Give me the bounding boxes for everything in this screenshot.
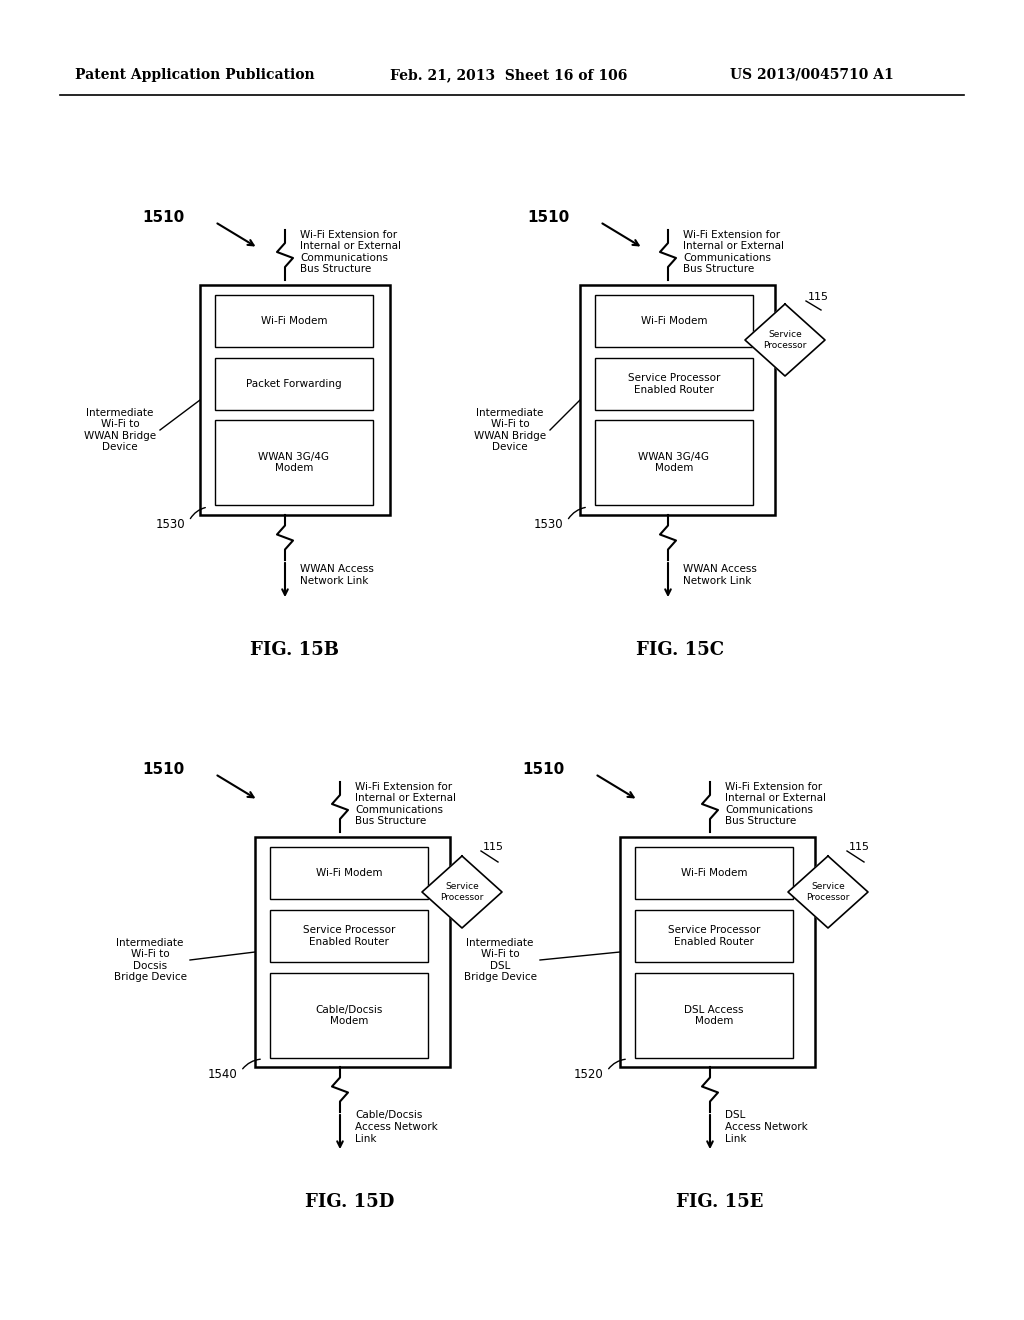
Text: Packet Forwarding: Packet Forwarding: [246, 379, 342, 389]
Text: Wi-Fi Modem: Wi-Fi Modem: [681, 869, 748, 878]
Bar: [595, 420, 753, 506]
Text: WWAN 3G/4G
Modem: WWAN 3G/4G Modem: [639, 451, 710, 474]
Text: WWAN 3G/4G
Modem: WWAN 3G/4G Modem: [258, 451, 330, 474]
Bar: [270, 973, 428, 1059]
Bar: [270, 847, 428, 899]
Text: FIG. 15D: FIG. 15D: [305, 1193, 394, 1210]
Text: 1510: 1510: [522, 763, 565, 777]
Text: Service Processor
Enabled Router: Service Processor Enabled Router: [303, 925, 395, 946]
Text: Cable/Docsis
Modem: Cable/Docsis Modem: [315, 1005, 383, 1027]
Text: FIG. 15B: FIG. 15B: [251, 642, 340, 659]
Text: Service Processor
Enabled Router: Service Processor Enabled Router: [628, 374, 720, 395]
Text: Service
Processor: Service Processor: [806, 882, 850, 902]
Text: Intermediate
Wi-Fi to
DSL
Bridge Device: Intermediate Wi-Fi to DSL Bridge Device: [464, 937, 537, 982]
Text: Intermediate
Wi-Fi to
Docsis
Bridge Device: Intermediate Wi-Fi to Docsis Bridge Devi…: [114, 937, 186, 982]
Text: Wi-Fi Modem: Wi-Fi Modem: [261, 315, 328, 326]
Bar: [635, 847, 793, 899]
Text: DSL Access
Modem: DSL Access Modem: [684, 1005, 743, 1027]
Text: Cable/Docsis
Access Network
Link: Cable/Docsis Access Network Link: [355, 1110, 437, 1143]
Bar: [580, 285, 775, 515]
Text: 1520: 1520: [573, 1068, 603, 1081]
Text: 115: 115: [808, 292, 829, 302]
Text: FIG. 15C: FIG. 15C: [636, 642, 724, 659]
Bar: [620, 837, 815, 1067]
Text: WWAN Access
Network Link: WWAN Access Network Link: [300, 564, 374, 586]
Polygon shape: [422, 855, 502, 928]
Text: Wi-Fi Modem: Wi-Fi Modem: [315, 869, 382, 878]
Text: 115: 115: [483, 842, 504, 851]
Text: Intermediate
Wi-Fi to
WWAN Bridge
Device: Intermediate Wi-Fi to WWAN Bridge Device: [84, 408, 156, 453]
Text: FIG. 15E: FIG. 15E: [676, 1193, 764, 1210]
Text: Service
Processor: Service Processor: [763, 330, 807, 350]
Polygon shape: [788, 855, 868, 928]
Text: 1510: 1510: [142, 763, 185, 777]
Bar: [215, 420, 373, 506]
Text: US 2013/0045710 A1: US 2013/0045710 A1: [730, 69, 894, 82]
Bar: [635, 909, 793, 962]
Text: Feb. 21, 2013  Sheet 16 of 106: Feb. 21, 2013 Sheet 16 of 106: [390, 69, 628, 82]
Text: Wi-Fi Extension for
Internal or External
Communications
Bus Structure: Wi-Fi Extension for Internal or External…: [300, 230, 401, 275]
Text: Wi-Fi Extension for
Internal or External
Communications
Bus Structure: Wi-Fi Extension for Internal or External…: [355, 781, 456, 826]
Text: WWAN Access
Network Link: WWAN Access Network Link: [683, 564, 757, 586]
Text: 1530: 1530: [156, 519, 185, 532]
Bar: [255, 837, 450, 1067]
Text: Wi-Fi Modem: Wi-Fi Modem: [641, 315, 708, 326]
Polygon shape: [745, 304, 825, 376]
Text: 115: 115: [849, 842, 870, 851]
Text: 1540: 1540: [207, 1068, 237, 1081]
Text: 1530: 1530: [534, 519, 563, 532]
Text: Wi-Fi Extension for
Internal or External
Communications
Bus Structure: Wi-Fi Extension for Internal or External…: [683, 230, 784, 275]
Bar: [595, 294, 753, 347]
Text: Service Processor
Enabled Router: Service Processor Enabled Router: [668, 925, 760, 946]
Bar: [635, 973, 793, 1059]
Text: 1510: 1510: [142, 210, 185, 226]
Text: 1510: 1510: [527, 210, 570, 226]
Bar: [215, 294, 373, 347]
Bar: [270, 909, 428, 962]
Text: Service
Processor: Service Processor: [440, 882, 483, 902]
Text: Patent Application Publication: Patent Application Publication: [75, 69, 314, 82]
Text: Intermediate
Wi-Fi to
WWAN Bridge
Device: Intermediate Wi-Fi to WWAN Bridge Device: [474, 408, 546, 453]
Bar: [200, 285, 390, 515]
Bar: [595, 358, 753, 411]
Text: DSL
Access Network
Link: DSL Access Network Link: [725, 1110, 808, 1143]
Bar: [215, 358, 373, 411]
Text: Wi-Fi Extension for
Internal or External
Communications
Bus Structure: Wi-Fi Extension for Internal or External…: [725, 781, 826, 826]
